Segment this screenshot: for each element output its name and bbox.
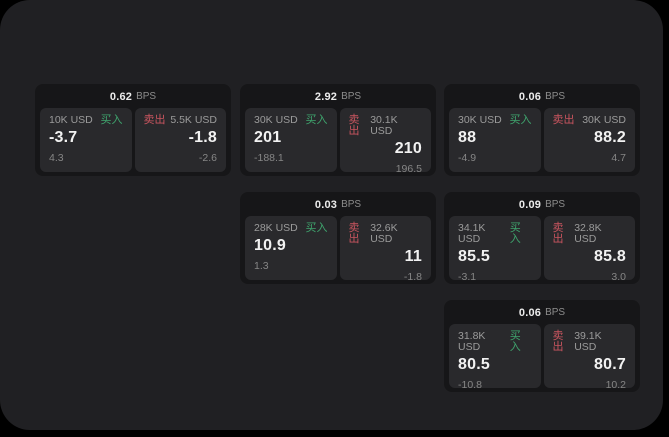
- sell-price: 210: [394, 140, 422, 157]
- sell-delta: -2.6: [198, 152, 217, 164]
- buy-panel[interactable]: 28K USD 买入 10.9 1.3: [245, 216, 337, 280]
- sell-amount: 32.8K USD: [574, 222, 602, 245]
- sell-amount: 39.1K USD: [574, 330, 602, 353]
- sell-price: 80.7: [594, 356, 626, 373]
- quote-card: 0.62 BPS 10K USD 买入 -3.7 4.3 卖出 5.5K USD: [35, 84, 231, 176]
- buy-delta: -3.1: [458, 271, 477, 283]
- bps-header: 2.92 BPS: [240, 84, 436, 108]
- buy-panel[interactable]: 31.8K USD 买入 80.5 -10.8: [449, 324, 541, 391]
- bps-header: 0.03 BPS: [240, 192, 436, 216]
- buy-price: 85.5: [458, 248, 490, 265]
- sell-delta: 196.5: [395, 163, 422, 175]
- quote-card: 0.03 BPS 28K USD 买入 10.9 1.3 卖出 32.6K US…: [240, 192, 436, 284]
- buy-amount: 30K USD: [254, 114, 298, 126]
- sell-price: 11: [404, 248, 422, 265]
- sell-label: 卖出: [552, 222, 564, 245]
- buy-delta: -4.9: [458, 152, 477, 164]
- bps-value: 2.92: [314, 90, 338, 103]
- buy-label: 买入: [509, 330, 521, 353]
- sell-label: 卖出: [552, 114, 575, 126]
- sell-panel[interactable]: 卖出 39.1K USD 80.7 10.2: [543, 324, 635, 391]
- bps-unit: BPS: [545, 199, 566, 210]
- bps-value: 0.62: [109, 90, 133, 103]
- sell-label: 卖出: [348, 222, 360, 245]
- buy-price: 201: [254, 129, 282, 146]
- sell-label: 卖出: [348, 114, 360, 137]
- sell-panel[interactable]: 卖出 32.6K USD 11 -1.8: [339, 216, 431, 283]
- bps-header: 0.06 BPS: [444, 84, 640, 108]
- buy-label: 买入: [509, 222, 521, 245]
- sell-panel[interactable]: 卖出 30K USD 88.2 4.7: [543, 108, 635, 172]
- sell-delta: -1.8: [403, 271, 422, 283]
- bps-unit: BPS: [341, 199, 362, 210]
- sell-price: 85.8: [594, 248, 626, 265]
- sell-delta: 10.2: [605, 379, 626, 391]
- buy-amount: 30K USD: [458, 114, 502, 126]
- buy-delta: -10.8: [458, 379, 482, 391]
- buy-price: -3.7: [49, 129, 78, 146]
- sell-amount: 30K USD: [582, 114, 626, 126]
- bps-unit: BPS: [545, 91, 566, 102]
- sell-amount: 5.5K USD: [170, 114, 217, 126]
- sell-panel[interactable]: 卖出 5.5K USD -1.8 -2.6: [134, 108, 226, 172]
- buy-delta: -188.1: [254, 152, 284, 164]
- sell-price: 88.2: [594, 129, 626, 146]
- buy-label: 买入: [509, 114, 532, 126]
- bps-value: 0.03: [314, 198, 338, 211]
- quote-card: 0.09 BPS 34.1K USD 买入 85.5 -3.1 卖出 32.8K…: [444, 192, 640, 284]
- bps-header: 0.62 BPS: [35, 84, 231, 108]
- buy-panel[interactable]: 30K USD 买入 88 -4.9: [449, 108, 541, 172]
- buy-price: 10.9: [254, 237, 286, 254]
- bps-value: 0.06: [518, 90, 542, 103]
- buy-amount: 10K USD: [49, 114, 93, 126]
- bps-header: 0.06 BPS: [444, 300, 640, 324]
- buy-panel[interactable]: 34.1K USD 买入 85.5 -3.1: [449, 216, 541, 283]
- buy-panel[interactable]: 30K USD 买入 201 -188.1: [245, 108, 337, 172]
- sell-delta: 4.7: [611, 152, 626, 164]
- buy-label: 买入: [305, 114, 328, 126]
- bps-header: 0.09 BPS: [444, 192, 640, 216]
- buy-amount: 28K USD: [254, 222, 298, 234]
- buy-delta: 4.3: [49, 152, 64, 164]
- quote-card: 0.06 BPS 30K USD 买入 88 -4.9 卖出 30K USD: [444, 84, 640, 176]
- sell-price: -1.8: [188, 129, 217, 146]
- buy-panel[interactable]: 10K USD 买入 -3.7 4.3: [40, 108, 132, 172]
- buy-delta: 1.3: [254, 260, 269, 272]
- quote-card: 2.92 BPS 30K USD 买入 201 -188.1 卖出 30.1K …: [240, 84, 436, 176]
- quote-card: 0.06 BPS 31.8K USD 买入 80.5 -10.8 卖出 39.1…: [444, 300, 640, 392]
- bps-unit: BPS: [136, 91, 157, 102]
- buy-label: 买入: [100, 114, 123, 126]
- buy-label: 买入: [305, 222, 328, 234]
- sell-amount: 30.1K USD: [370, 114, 398, 137]
- sell-label: 卖出: [552, 330, 564, 353]
- bps-value: 0.06: [518, 306, 542, 319]
- sell-panel[interactable]: 卖出 30.1K USD 210 196.5: [339, 108, 431, 175]
- buy-amount: 31.8K USD: [458, 330, 486, 353]
- buy-price: 80.5: [458, 356, 490, 373]
- bps-unit: BPS: [341, 91, 362, 102]
- sell-delta: 3.0: [611, 271, 626, 283]
- bps-value: 0.09: [518, 198, 542, 211]
- buy-amount: 34.1K USD: [458, 222, 486, 245]
- bps-unit: BPS: [545, 307, 566, 318]
- sell-label: 卖出: [143, 114, 166, 126]
- sell-panel[interactable]: 卖出 32.8K USD 85.8 3.0: [543, 216, 635, 283]
- sell-amount: 32.6K USD: [370, 222, 398, 245]
- quote-board: 0.62 BPS 10K USD 买入 -3.7 4.3 卖出 5.5K USD: [0, 0, 663, 430]
- buy-price: 88: [458, 129, 477, 146]
